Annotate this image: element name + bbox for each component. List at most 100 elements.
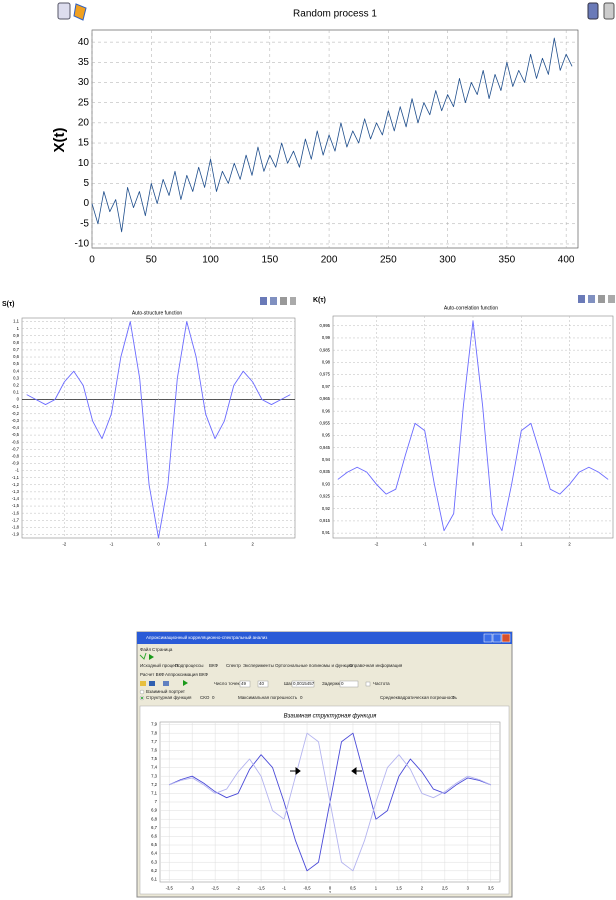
title-bar [137, 632, 512, 644]
y-tick-label: 6,4 [151, 851, 157, 856]
input-value: 0 [341, 681, 344, 686]
input[interactable] [339, 680, 359, 688]
arrow [290, 767, 301, 775]
icon[interactable] [290, 297, 296, 305]
checkbox[interactable] [365, 681, 371, 687]
chart-title: Auto-structure function [132, 310, 183, 316]
y-axis-label: S(τ) [2, 301, 14, 308]
y-tick-label: -0,2 [12, 411, 20, 416]
x-tick-label: 50 [146, 255, 158, 266]
icon[interactable] [603, 2, 615, 20]
icon[interactable] [280, 297, 287, 305]
y-tick-label: 0,915 [320, 518, 331, 523]
y-tick-label: 6,6 [151, 834, 157, 839]
menu-item[interactable]: Файл [140, 646, 151, 652]
tab[interactable]: Справочная информация [349, 663, 403, 668]
data-line [169, 732, 491, 872]
y-tick-label: 0,6 [13, 354, 19, 359]
y-tick-label: 0,93 [322, 481, 331, 486]
y-tick-label: 10 [78, 158, 90, 169]
y-tick-label: 0,7 [13, 347, 19, 352]
y-tick-label: 6,2 [151, 868, 157, 873]
y-tick-label: -10 [75, 239, 90, 250]
data-line [26, 321, 291, 539]
x-tick-label: 0 [329, 885, 332, 890]
y-tick-label: 15 [78, 138, 90, 149]
y-tick-label: 0,91 [322, 530, 331, 535]
y-tick-label: 6,7 [151, 825, 157, 830]
icon[interactable] [260, 297, 267, 305]
y-tick-label: -0,7 [12, 446, 20, 451]
y-tick-label: 0,955 [320, 420, 331, 425]
y-tick-label: 35 [78, 57, 90, 68]
x-tick-label: 1 [520, 541, 523, 546]
x-tick-label: -2,5 [212, 885, 220, 890]
y-tick-label: 0,96 [322, 408, 331, 413]
y-tick-label: 0,94 [322, 457, 331, 462]
icon[interactable] [73, 3, 87, 21]
icon[interactable] [587, 2, 599, 20]
tab[interactable]: Спектр [226, 663, 241, 668]
icon[interactable] [270, 297, 277, 305]
y-tick-label: 7,7 [151, 739, 157, 744]
tab[interactable]: Ортогональные полиномы и функции [275, 663, 354, 668]
tab[interactable]: ВКФ [209, 663, 218, 668]
input[interactable] [291, 680, 315, 688]
icon[interactable] [608, 295, 615, 303]
tab[interactable]: Подпроцессы [175, 663, 203, 668]
y-tick-label: -1,9 [12, 532, 20, 537]
icon[interactable] [57, 2, 71, 20]
icon[interactable] [598, 295, 605, 303]
icon[interactable] [163, 681, 169, 686]
icon[interactable] [149, 681, 155, 686]
y-tick-label: -0,4 [12, 425, 20, 430]
y-tick-label: 0,3 [13, 375, 19, 380]
y-tick-label: 40 [78, 37, 90, 48]
x-tick-label: -3 [190, 885, 194, 890]
tab[interactable]: Эксперименты [243, 663, 274, 668]
field-label: Задержка [322, 681, 343, 686]
y-tick-label: 7,6 [151, 747, 157, 752]
y-tick-label: -1,4 [12, 496, 20, 501]
icon[interactable] [139, 652, 147, 660]
input-value: 0,0015457 [293, 681, 315, 686]
minimize-button[interactable] [483, 633, 493, 643]
y-tick-label: 6,5 [151, 842, 157, 847]
y-tick-label: 0,5 [13, 361, 19, 366]
icon[interactable] [140, 681, 146, 686]
run-button[interactable] [149, 654, 154, 660]
tab[interactable]: Аппроксимация ВКФ [165, 672, 209, 677]
close-button[interactable] [501, 633, 511, 643]
x-tick-label: 0,5 [350, 885, 356, 890]
input[interactable] [239, 680, 251, 688]
run-button[interactable] [183, 680, 188, 686]
field-label: Шаг [284, 681, 293, 686]
y-tick-label: 0,975 [320, 372, 331, 377]
radio-label: Структурная функция [146, 695, 192, 700]
radio-label: Взаимный портрет [146, 688, 185, 694]
y-tick-label: 0,935 [320, 469, 331, 474]
icon[interactable] [588, 295, 595, 303]
x-tick-label: -1 [110, 541, 114, 546]
radio[interactable] [139, 689, 145, 695]
y-tick-label: -1,5 [12, 503, 20, 508]
y-tick-label: 0,985 [320, 347, 331, 352]
y-tick-label: 0,945 [320, 445, 331, 450]
x-tick-label: 300 [439, 255, 456, 266]
maximize-button[interactable] [492, 633, 502, 643]
y-tick-label: 6,8 [151, 816, 157, 821]
tab[interactable]: Исходный процесс [140, 662, 180, 668]
icon[interactable] [578, 295, 585, 303]
x-tick-label: -1 [423, 541, 427, 546]
x-tick-label: -3,5 [166, 885, 174, 890]
y-tick-label: 5 [83, 178, 89, 189]
y-axis-label: K(τ) [313, 297, 326, 304]
input[interactable] [257, 680, 269, 688]
x-tick-label: -1 [282, 885, 286, 890]
y-tick-label: 0,99 [322, 335, 331, 340]
y-tick-label: 0 [83, 198, 89, 209]
tab[interactable]: Расчет ВКФ [140, 672, 165, 677]
data-line [337, 320, 609, 532]
menu-item[interactable]: Страница [152, 647, 173, 652]
y-tick-label: 0,8 [13, 340, 19, 345]
